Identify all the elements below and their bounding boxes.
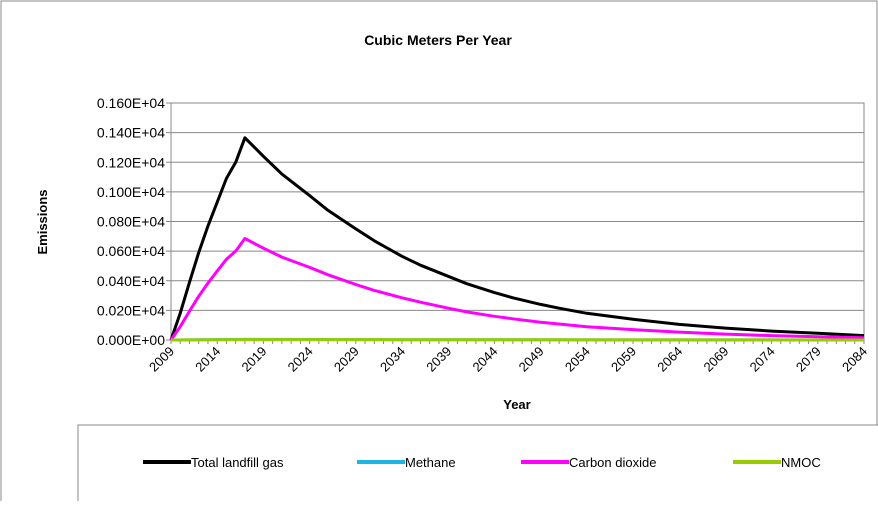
legend-label-total-landfill-gas: Total landfill gas bbox=[191, 455, 284, 470]
y-tick-label: 0.080E+04 bbox=[97, 214, 165, 230]
y-tick-label: 0.040E+04 bbox=[97, 273, 165, 289]
y-tick-label: 0.020E+04 bbox=[97, 302, 165, 318]
y-axis-label: Emissions bbox=[35, 189, 50, 254]
legend-label-carbon-dioxide: Carbon dioxide bbox=[569, 455, 656, 470]
y-axis-ticks: 0.000E+00 0.020E+04 0.040E+04 0.060E+04 0.08… bbox=[97, 95, 171, 348]
y-tick-label: 0.060E+04 bbox=[97, 243, 165, 259]
y-tick-label: 0.140E+04 bbox=[97, 125, 165, 141]
chart-title: Cubic Meters Per Year bbox=[364, 32, 512, 48]
legend-label-nmoc: NMOC bbox=[781, 455, 821, 470]
y-tick-label: 0.100E+04 bbox=[97, 184, 165, 200]
legend-label-methane: Methane bbox=[405, 455, 456, 470]
y-tick-label: 0.120E+04 bbox=[97, 154, 165, 170]
x-axis-label: Year bbox=[503, 397, 530, 412]
y-tick-label: 0.160E+04 bbox=[97, 95, 165, 111]
y-tick-label: 0.000E+00 bbox=[97, 332, 165, 348]
